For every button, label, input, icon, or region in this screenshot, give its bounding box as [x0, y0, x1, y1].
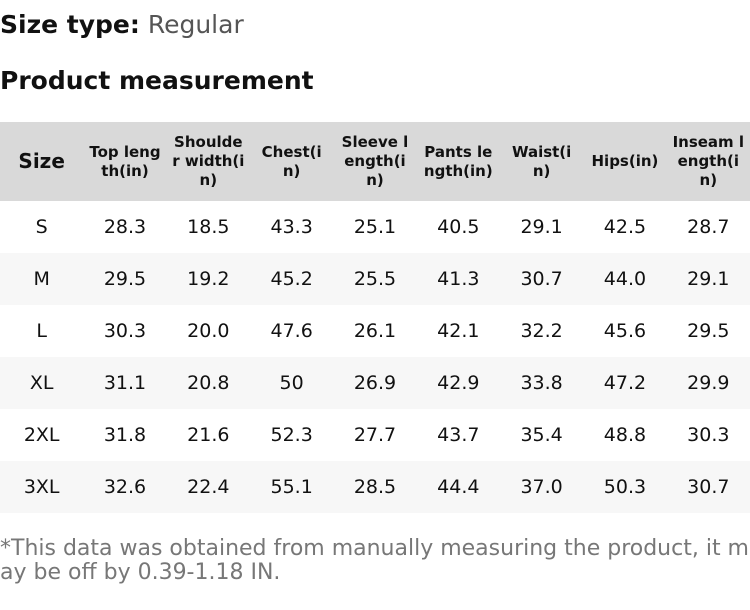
table-cell: 26.9: [333, 357, 417, 409]
table-cell: S: [35, 216, 48, 238]
table-row: 2XL 31.8 21.6 52.3 27.7 43.7 35.4 48.8 30.3: [0, 409, 750, 461]
size-table: Size Top length(in) Shoulder width(in) Ches…: [0, 122, 750, 513]
table-cell: 43.3: [270, 216, 313, 238]
table-cell: 30.7: [499, 253, 584, 305]
column-header: Chest(in): [249, 122, 334, 201]
table-cell: 55.1: [249, 461, 334, 513]
table-cell: 20.0: [187, 320, 230, 342]
table-cell: 29.5: [687, 320, 730, 342]
table-cell: 28.3: [103, 216, 147, 238]
table-cell: 21.6: [187, 424, 230, 446]
table-cell: 47.2: [583, 357, 667, 409]
table-row: XL 31.1 20.8 50 26.9 42.9 33.8 47.2 29.9: [0, 357, 750, 409]
table-cell: 25.1: [353, 216, 397, 238]
table-cell: 42.1: [437, 320, 480, 342]
table-cell: 27.7: [353, 424, 397, 446]
table-cell: 42.5: [603, 216, 647, 238]
header-row: Size Top length(in) Shoulder width(in) Ches…: [0, 122, 750, 201]
table-cell: 40.5: [437, 216, 480, 238]
table-cell: XL: [0, 357, 84, 409]
table-cell: 22.4: [166, 461, 250, 513]
note: *This data was obtained from manually me…: [0, 536, 749, 585]
column-header: Size: [0, 122, 84, 201]
table-cell: 35.4: [520, 424, 563, 446]
table-row: S 28.3 18.5 43.3 25.1 40.5 29.1 42.5 28.7: [0, 201, 750, 253]
table-cell: 30.3: [687, 424, 730, 446]
table-cell: 45.2: [249, 253, 334, 305]
table-cell: 28.7: [687, 216, 730, 238]
size-type-value: Regular: [147, 10, 244, 39]
table-cell: 25.5: [333, 253, 417, 305]
table-row: M 29.5 19.2 45.2 25.5 41.3 30.7 44.0 29.1: [0, 253, 750, 305]
table-cell: 30.7: [666, 461, 750, 513]
table-cell: 47.6: [270, 320, 313, 342]
table-cell: 32.6: [83, 461, 167, 513]
table-cell: 37.0: [499, 461, 584, 513]
table-cell: 33.8: [499, 357, 584, 409]
table-row: 3XL 32.6 22.4 55.1 28.5 44.4 37.0 50.3 30.7: [0, 461, 750, 513]
table-cell: 19.2: [166, 253, 250, 305]
column-header: Shoulder width(in): [166, 122, 250, 201]
table-cell: 20.8: [166, 357, 250, 409]
table-cell: 52.3: [270, 424, 313, 446]
column-header: Pants length(in): [416, 122, 500, 201]
table-cell: 29.5: [83, 253, 167, 305]
table-cell: 31.8: [103, 424, 147, 446]
column-header: Hips(in): [583, 122, 667, 201]
column-header: Inseam length(in): [666, 122, 750, 201]
table-cell: L: [36, 320, 47, 342]
table-cell: 43.7: [437, 424, 480, 446]
size-type: Size type: Regular: [0, 10, 244, 39]
table-cell: 29.1: [520, 216, 563, 238]
table-cell: 50: [249, 357, 334, 409]
size-type-label: Size type:: [0, 10, 140, 39]
section-title: Product measurement: [0, 66, 314, 95]
table-cell: 42.9: [416, 357, 500, 409]
table-row: L 30.3 20.0 47.6 26.1 42.1 32.2 45.6 29.5: [0, 305, 750, 357]
table-cell: 30.3: [103, 320, 147, 342]
table-cell: 44.0: [583, 253, 667, 305]
table-cell: 26.1: [353, 320, 397, 342]
table-cell: M: [0, 253, 84, 305]
table-cell: 48.8: [603, 424, 647, 446]
column-header: Top length(in): [83, 122, 167, 201]
table-cell: 50.3: [583, 461, 667, 513]
table-cell: 28.5: [333, 461, 417, 513]
table-cell: 32.2: [520, 320, 563, 342]
table-cell: 18.5: [187, 216, 230, 238]
table-cell: 3XL: [0, 461, 84, 513]
table-cell: 2XL: [23, 424, 60, 446]
table-cell: 31.1: [83, 357, 167, 409]
column-header: Sleeve length(in): [333, 122, 417, 201]
table-cell: 29.9: [666, 357, 750, 409]
column-header: Waist(in): [499, 122, 584, 201]
table-cell: 44.4: [416, 461, 500, 513]
table-cell: 41.3: [416, 253, 500, 305]
table-cell: 45.6: [603, 320, 647, 342]
table-cell: 29.1: [666, 253, 750, 305]
